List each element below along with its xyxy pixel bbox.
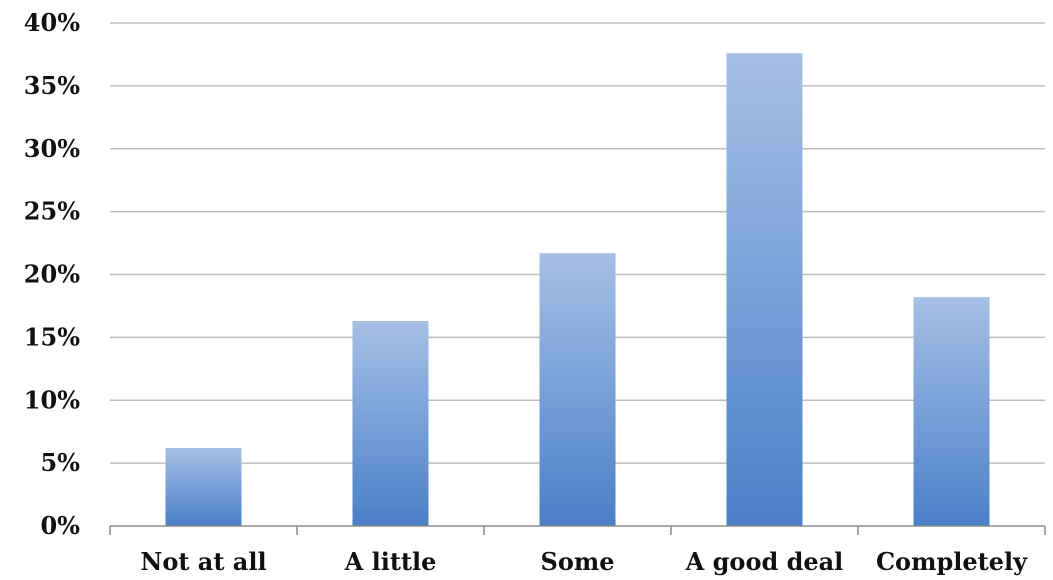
x-category-label: Some [540,547,614,576]
x-category-label: Completely [876,547,1028,576]
x-category-label: A good deal [685,547,844,576]
y-tick-label: 5% [40,448,80,477]
y-tick-label: 40% [24,8,80,37]
bar-a-good-deal [726,53,803,527]
x-category-label: Not at all [140,547,266,576]
y-tick-label: 20% [24,260,80,289]
x-category-label: A little [344,547,437,576]
x-axis-labels: Not at all A little Some A good deal Complet… [140,547,1028,576]
bar-not-at-all [165,448,242,526]
y-tick-label: 30% [24,134,80,163]
y-tick-label: 25% [24,197,80,226]
bar-completely [913,297,990,526]
y-axis-ticks: 0% 5% 10% 15% 20% 25% 30% 35% 40% [24,8,80,540]
y-tick-label: 35% [24,71,80,100]
bars [165,53,990,527]
x-axis [109,525,1046,535]
bar-a-little [352,321,429,526]
y-tick-label: 15% [24,322,80,351]
y-tick-label: 10% [24,385,80,414]
y-tick-label: 0% [40,511,80,540]
bar-some [539,253,616,526]
